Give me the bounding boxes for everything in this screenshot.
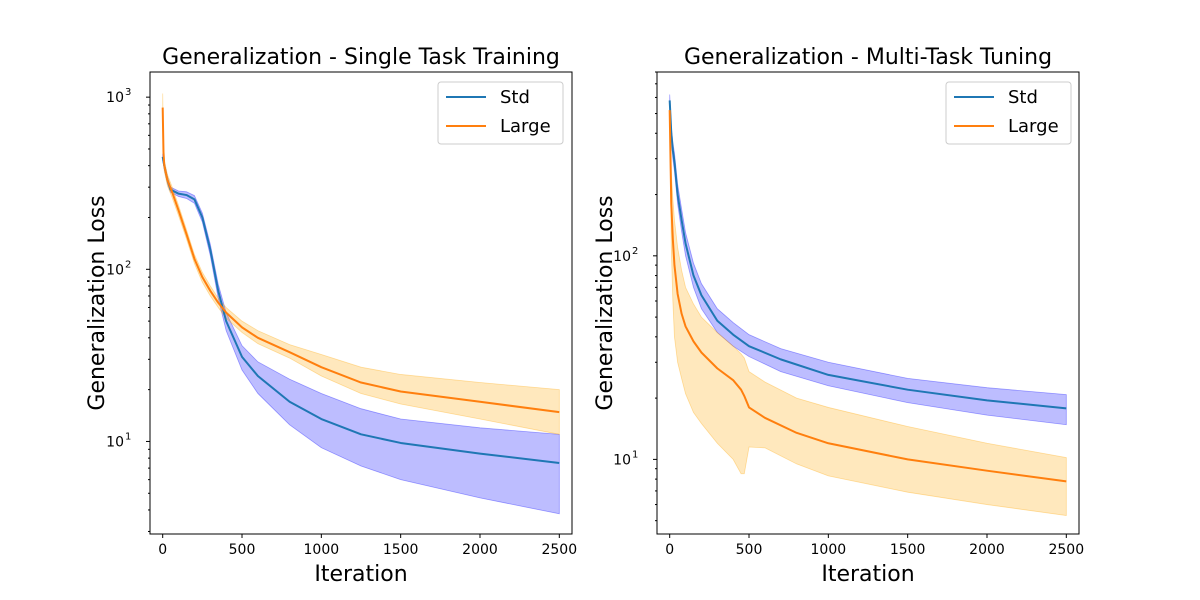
legend: Std Large — [437, 81, 564, 145]
series-line-large — [668, 110, 1067, 483]
y-tick-exponent: 2 — [125, 259, 131, 270]
panel-right: Generalization - Multi-Task Tuning 0 500 1… — [593, 45, 1084, 587]
x-ticks: 0 500 1000 1500 2000 2500 — [665, 534, 1084, 558]
plot-area — [161, 93, 560, 515]
x-axis-label: Iteration — [821, 562, 914, 587]
band-large — [162, 93, 560, 435]
x-tick-label: 2000 — [969, 542, 1005, 558]
x-tick-label: 2500 — [541, 542, 577, 558]
x-tick-label: 500 — [229, 542, 256, 558]
lines — [161, 107, 560, 464]
y-tick-label: 10 — [106, 262, 124, 278]
x-tick-label: 1500 — [383, 542, 419, 558]
legend: Std Large — [945, 81, 1072, 145]
legend-label-large: Large — [1008, 116, 1059, 137]
axes-frame — [656, 71, 1080, 535]
y-axis-label: Generalization Loss — [593, 195, 618, 410]
x-tick-label: 0 — [158, 542, 167, 558]
x-ticks: 0 500 1000 1500 2000 2500 — [158, 534, 577, 558]
y-tick-label: 10 — [613, 452, 631, 468]
series-line-std — [668, 100, 1067, 410]
x-tick-label: 1000 — [304, 542, 340, 558]
bands — [669, 94, 1067, 516]
x-tick-label: 2000 — [462, 542, 498, 558]
y-tick-exponent: 2 — [632, 246, 638, 257]
y-tick-exponent: 1 — [632, 449, 638, 460]
x-tick-label: 1500 — [890, 542, 926, 558]
band-std — [669, 94, 1067, 426]
bands — [162, 93, 560, 515]
y-tick-label: 10 — [106, 90, 124, 106]
y-tick-label: 10 — [106, 434, 124, 450]
series-line-large — [161, 107, 560, 414]
axes-frame — [149, 71, 573, 535]
x-tick-label: 500 — [736, 542, 763, 558]
x-tick-label: 2500 — [1048, 542, 1084, 558]
legend-label-std: Std — [1008, 87, 1038, 108]
x-tick-label: 1000 — [811, 542, 847, 558]
legend-label-std: Std — [500, 87, 530, 108]
band-std — [162, 153, 560, 515]
chart-title: Generalization - Multi-Task Tuning — [684, 45, 1052, 70]
y-tick-label: 10 — [613, 249, 631, 265]
chart-title: Generalization - Single Task Training — [162, 45, 560, 70]
y-axis-label: Generalization Loss — [85, 195, 110, 410]
y-tick-exponent: 1 — [125, 431, 131, 442]
band-large — [669, 103, 1067, 516]
plot-area — [668, 94, 1067, 516]
x-axis-label: Iteration — [314, 562, 407, 587]
lines — [668, 100, 1067, 483]
legend-label-large: Large — [500, 116, 551, 137]
x-tick-label: 0 — [665, 542, 674, 558]
panel-left: Generalization - Single Task Training 0 5… — [85, 45, 577, 587]
y-tick-exponent: 3 — [125, 87, 131, 98]
